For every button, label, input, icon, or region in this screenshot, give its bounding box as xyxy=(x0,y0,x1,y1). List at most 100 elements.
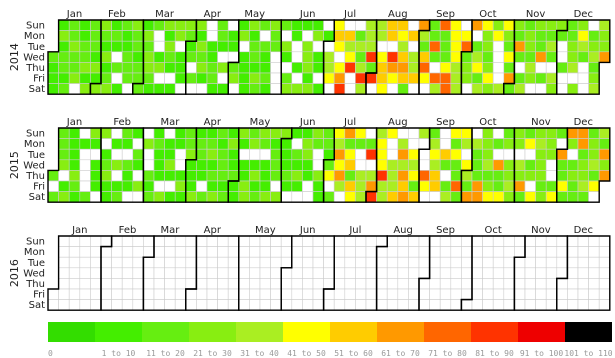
day-cell xyxy=(47,288,59,300)
day-cell xyxy=(196,159,208,171)
day-cell xyxy=(588,235,600,247)
day-cell xyxy=(514,170,526,182)
day-cell xyxy=(270,278,282,290)
day-cell xyxy=(111,191,123,203)
day-cell xyxy=(58,30,70,42)
day-cell xyxy=(503,148,515,161)
day-cell xyxy=(174,62,187,74)
day-cell xyxy=(58,159,70,171)
day-cell xyxy=(365,246,377,258)
day-cell xyxy=(429,159,441,171)
day-cell xyxy=(503,191,515,203)
day-cell xyxy=(185,148,197,161)
day-cell xyxy=(386,30,399,42)
day-cell xyxy=(588,127,600,139)
day-cell xyxy=(164,288,176,300)
day-cell xyxy=(588,19,600,31)
day-cell xyxy=(196,127,208,139)
day-cell xyxy=(450,40,462,53)
day-cell xyxy=(111,256,123,269)
day-cell xyxy=(439,72,452,84)
day-cell xyxy=(323,235,335,247)
day-label-thu: Thu xyxy=(25,63,45,74)
day-cell xyxy=(132,191,144,203)
day-cell xyxy=(450,62,462,74)
day-cell xyxy=(121,138,134,150)
day-cell xyxy=(450,127,462,139)
legend-swatch xyxy=(48,322,95,342)
day-cell xyxy=(58,51,70,63)
day-cell xyxy=(482,170,494,182)
day-cell xyxy=(100,40,112,53)
day-cell xyxy=(429,278,441,290)
day-cell xyxy=(556,256,568,269)
day-cell xyxy=(217,72,229,84)
day-cell xyxy=(355,246,367,258)
day-cell xyxy=(164,299,176,311)
day-cell xyxy=(153,138,165,150)
day-cell xyxy=(227,72,240,84)
day-cell xyxy=(376,127,388,139)
day-cell xyxy=(227,83,240,95)
day-cell xyxy=(503,62,515,74)
day-cell xyxy=(535,159,547,171)
day-cell xyxy=(121,278,134,290)
day-cell xyxy=(482,288,494,300)
day-cell xyxy=(567,267,579,279)
day-cell xyxy=(90,19,102,31)
day-cell xyxy=(408,62,420,74)
day-cell xyxy=(471,180,483,192)
day-cell xyxy=(132,72,144,84)
day-cell xyxy=(249,72,261,84)
day-cell xyxy=(545,159,558,171)
day-cell xyxy=(418,246,430,258)
day-cell xyxy=(376,191,388,203)
day-cell xyxy=(492,191,505,203)
day-cell xyxy=(185,159,197,171)
day-cell xyxy=(461,30,473,42)
day-cell xyxy=(291,267,303,279)
day-cell xyxy=(185,170,197,182)
day-cell xyxy=(386,127,399,139)
day-cell xyxy=(471,170,483,182)
day-cell xyxy=(249,235,261,247)
day-cell xyxy=(524,83,536,95)
day-cell xyxy=(344,30,356,42)
day-cell xyxy=(471,138,483,150)
day-cell xyxy=(302,40,314,53)
day-cell xyxy=(185,30,197,42)
day-cell xyxy=(174,138,187,150)
day-cell xyxy=(344,83,356,95)
day-cell xyxy=(365,170,377,182)
day-cell xyxy=(291,72,303,84)
day-cell xyxy=(143,51,155,63)
day-cell xyxy=(302,19,314,31)
day-cell xyxy=(598,246,611,258)
day-cell xyxy=(312,83,324,95)
day-cell xyxy=(58,191,70,203)
day-cell xyxy=(206,51,218,63)
day-cell xyxy=(291,30,303,42)
day-cell xyxy=(143,72,155,84)
day-cell xyxy=(524,191,536,203)
day-cell xyxy=(217,299,229,311)
day-cell xyxy=(153,191,165,203)
day-cell xyxy=(280,191,293,203)
day-cell xyxy=(270,159,282,171)
day-cell xyxy=(567,40,579,53)
day-cell xyxy=(185,40,197,53)
day-cell xyxy=(153,170,165,182)
day-cell xyxy=(174,191,187,203)
day-cell xyxy=(143,267,155,279)
day-cell xyxy=(492,127,505,139)
day-cell xyxy=(365,299,377,311)
day-cell xyxy=(280,180,293,192)
day-cell xyxy=(408,170,420,182)
day-cell xyxy=(270,299,282,311)
day-cell xyxy=(333,62,346,74)
day-cell xyxy=(111,127,123,139)
day-cells-2016 xyxy=(47,235,611,311)
day-cell xyxy=(418,235,430,247)
day-label-mon: Mon xyxy=(24,31,45,42)
day-cell xyxy=(270,138,282,150)
